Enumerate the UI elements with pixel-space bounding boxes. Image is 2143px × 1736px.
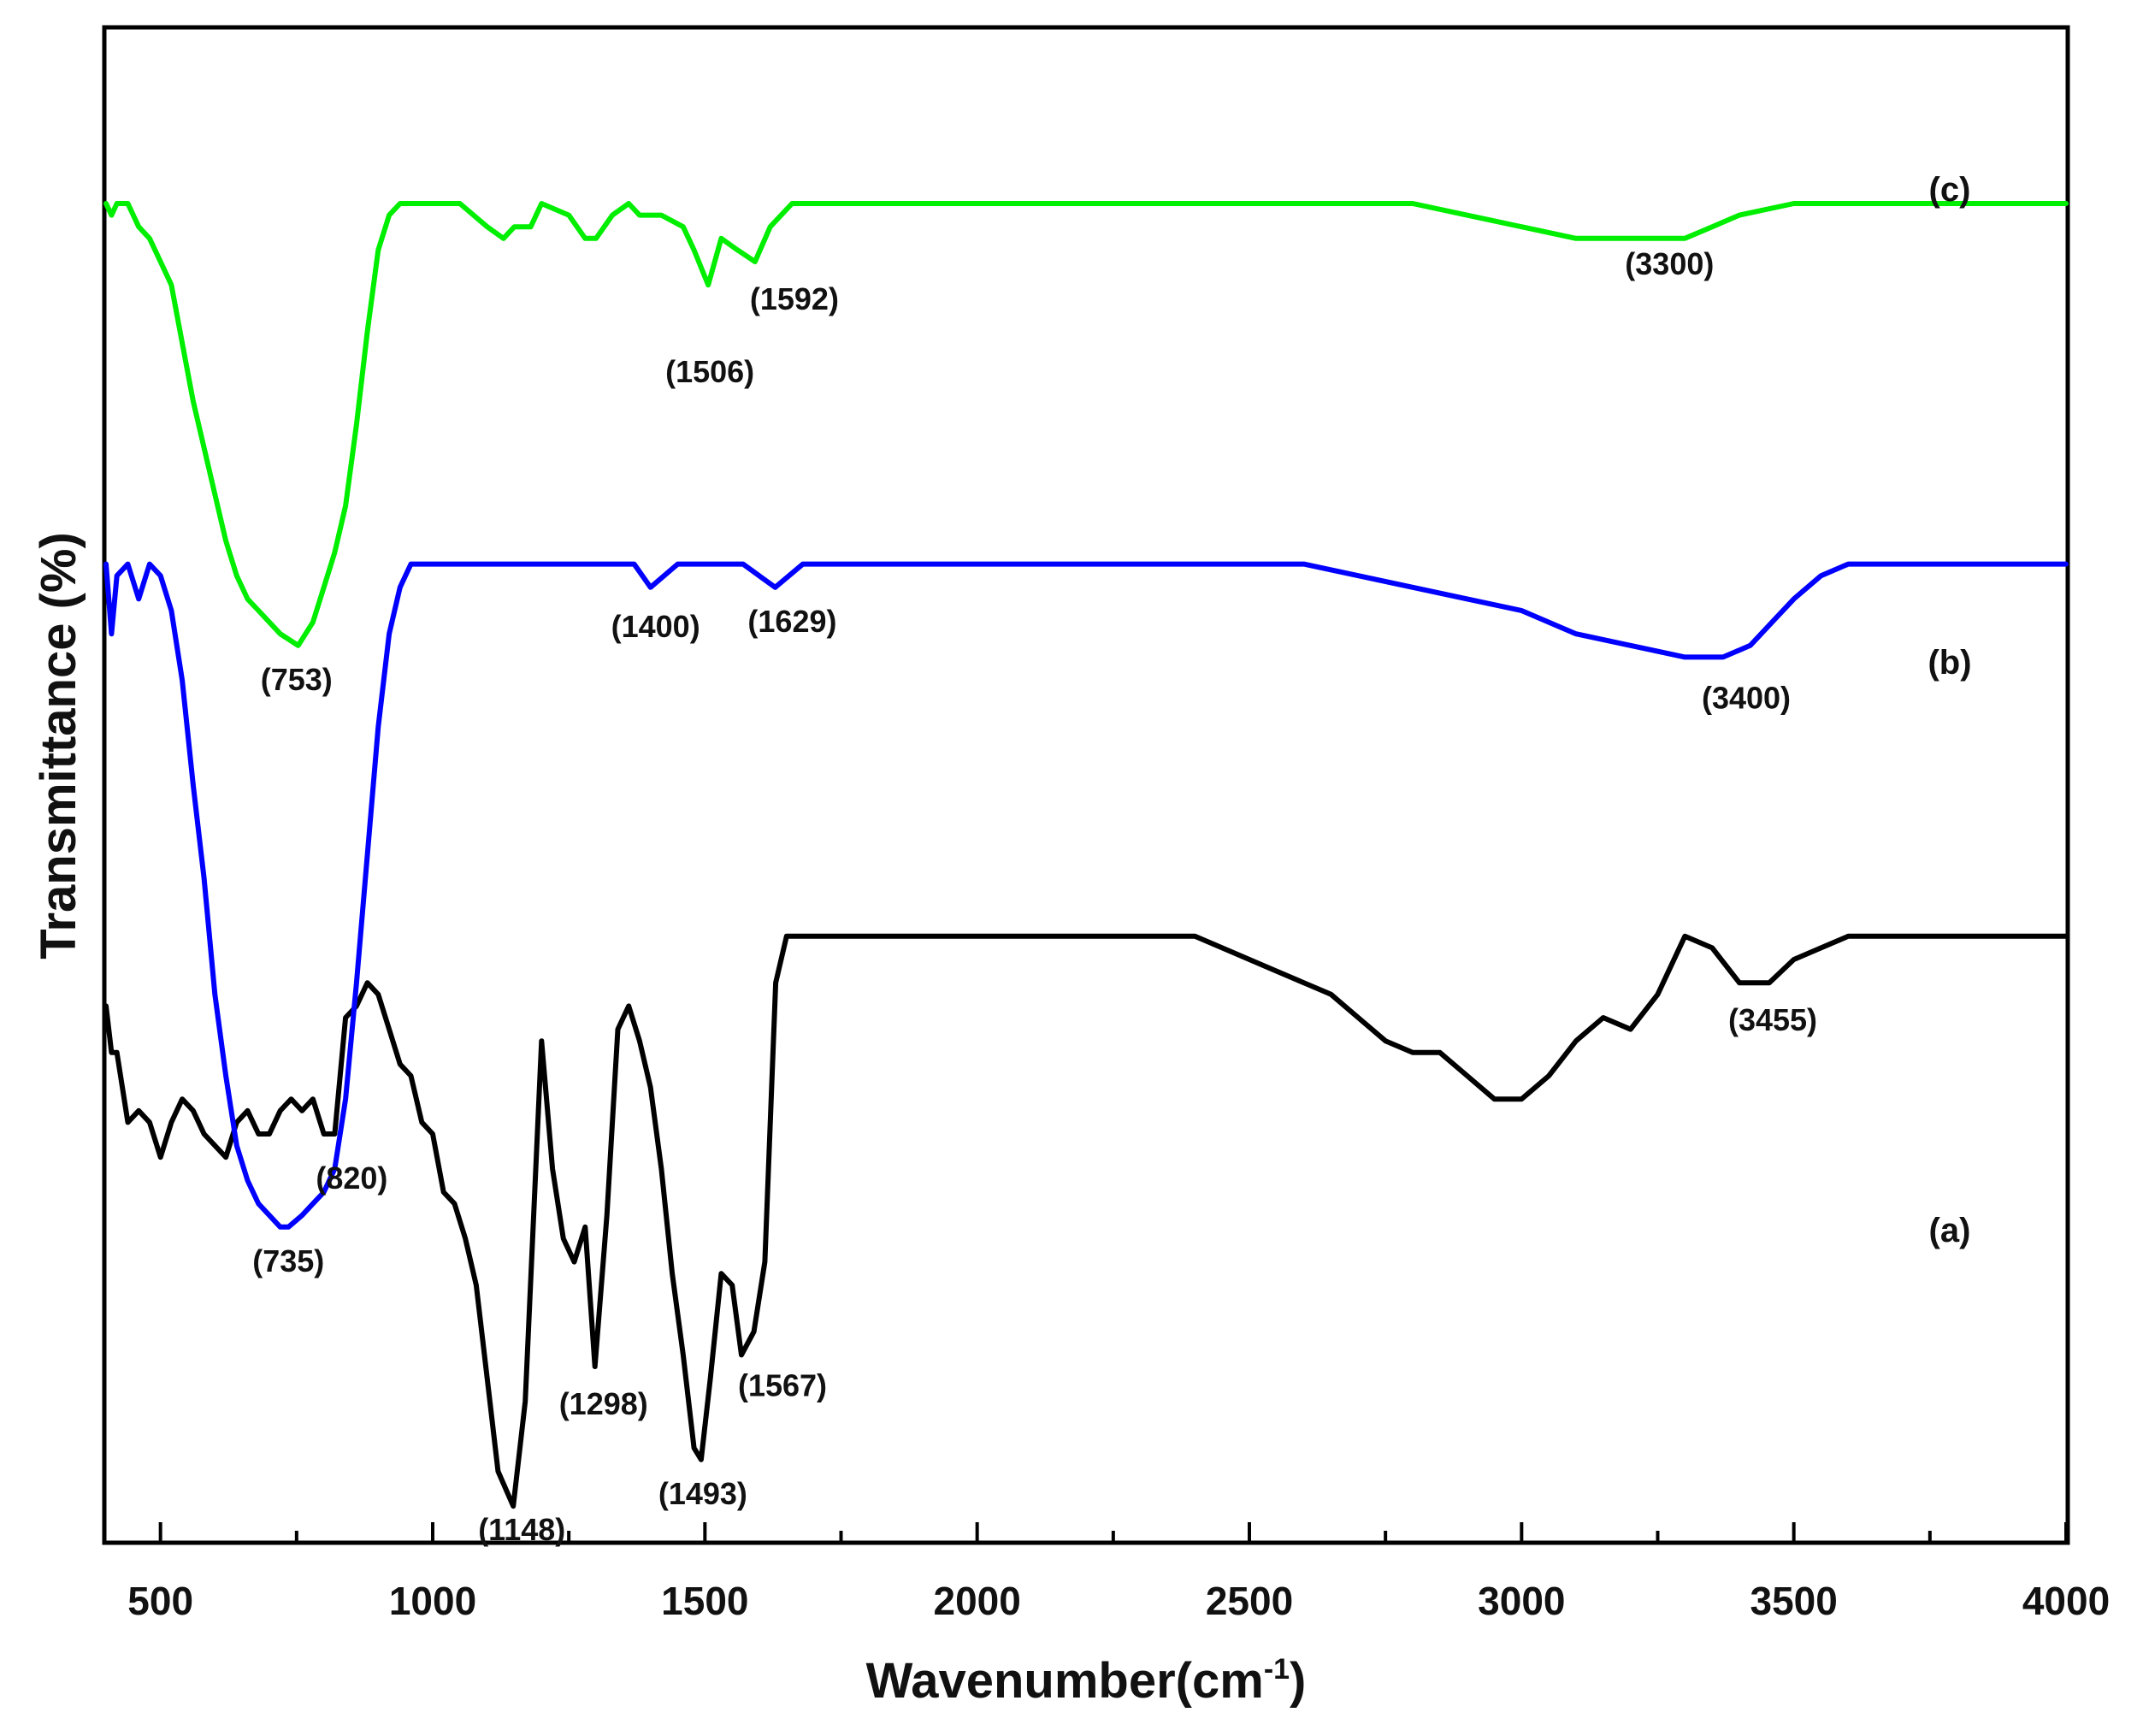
curve-label-b: (b) [1928,644,1971,682]
peak-label-3455: (3455) [1728,1002,1817,1037]
peak-label-1148: (1148) [478,1512,565,1547]
peak-label-3400: (3400) [1702,680,1791,715]
curve-label-c: (c) [1929,171,1971,209]
x-axis-title-main: Wavenumber(cm [866,1653,1264,1709]
peak-label-1493: (1493) [658,1476,747,1511]
x-tick-label-3500: 3500 [1750,1579,1837,1623]
peak-label-1400: (1400) [611,609,700,644]
peak-label-1629: (1629) [747,604,836,639]
x-axis-title-sup: -1 [1264,1653,1290,1686]
y-axis-title: Transmittance (%) [31,532,86,960]
peak-label-753: (753) [261,662,333,697]
series-line-b [103,561,2069,1230]
x-tick-label-1000: 1000 [389,1579,476,1623]
series-line-c [103,201,2069,648]
x-tick-label-500: 500 [127,1579,193,1623]
peak-label-735: (735) [252,1243,324,1278]
x-axis-ticks [158,1522,2068,1541]
x-tick-label-3000: 3000 [1478,1579,1565,1623]
curve-label-a: (a) [1929,1212,1971,1249]
peak-label-820: (820) [316,1160,387,1196]
x-tick-label-2500: 2500 [1206,1579,1293,1623]
series-line-a [103,933,2069,1509]
peak-label-1298: (1298) [559,1386,648,1421]
curve-labels: (a) (b) (c) [1928,171,1971,1249]
x-tick-label-4000: 4000 [2022,1579,2110,1623]
series-layer [103,201,2069,1509]
x-axis-title: Wavenumber(cm-1) [866,1653,1307,1709]
peak-label-1592: (1592) [750,281,839,316]
x-axis-tick-labels: 500 1000 1500 2000 2500 3000 3500 4000 [127,1579,2110,1623]
peak-label-3300: (3300) [1625,246,1714,281]
peak-label-1567: (1567) [738,1367,827,1402]
x-tick-label-1500: 1500 [661,1579,748,1623]
peak-labels: (820) (1148) (1298) (1493) (1567) (3455) (735)… [252,246,1817,1547]
peak-label-1506: (1506) [665,354,754,389]
x-axis-title-end: ) [1290,1653,1306,1709]
x-tick-label-2000: 2000 [933,1579,1020,1623]
plot-frame [102,25,2070,1545]
